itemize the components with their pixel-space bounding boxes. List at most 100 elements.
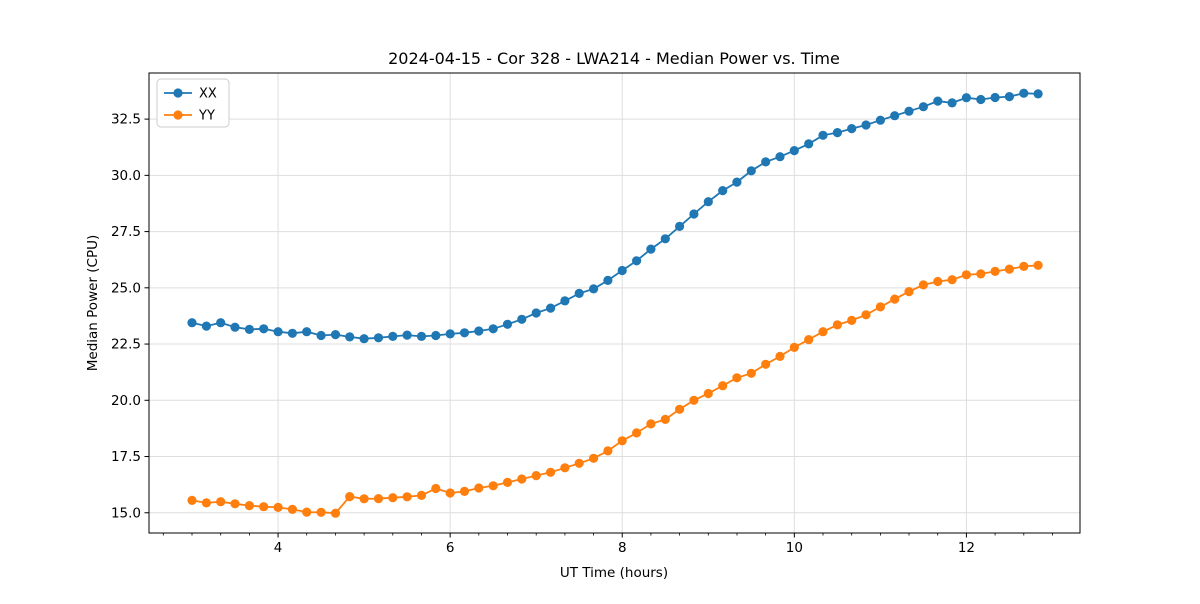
x-tick-label: 4 <box>274 540 283 556</box>
legend-label-XX: XX <box>199 87 217 102</box>
series-XX-marker <box>230 322 240 332</box>
series-YY-marker <box>1004 264 1015 274</box>
legend-frame <box>156 78 230 128</box>
series-XX-marker <box>918 102 929 112</box>
series-YY-marker <box>517 474 527 484</box>
series-XX-marker <box>660 234 670 244</box>
tick-marks-and-labels: 4 6 8 10 12 15.0 17.5 20.0 22.5 25.0 27.5 30.0 32.5 <box>111 112 1053 556</box>
series-XX-marker <box>804 139 814 149</box>
series-XX-marker <box>388 331 398 341</box>
series-YY-marker <box>373 494 384 504</box>
legend-box: XX YY <box>156 78 230 128</box>
series-XX-marker <box>316 330 326 341</box>
series-YY-marker <box>287 504 297 514</box>
series-XX-marker <box>933 96 943 106</box>
series-XX-marker <box>990 92 1000 103</box>
series-XX-marker <box>531 308 541 318</box>
series-XX-marker <box>474 326 484 336</box>
series-YY-marker <box>330 508 341 518</box>
gridlines <box>149 73 1080 533</box>
series-YY-marker <box>689 395 699 405</box>
chart-title: 2024-04-15 - Cor 328 - LWA214 - Median P… <box>388 49 840 68</box>
series-YY-marker <box>416 490 427 500</box>
series-YY-marker <box>502 477 513 487</box>
series-YY-marker <box>990 266 1000 276</box>
series-YY-marker <box>316 507 326 517</box>
series-YY-marker <box>273 502 283 512</box>
series-YY-marker <box>961 270 972 280</box>
y-tick-label: 25.0 <box>111 280 141 296</box>
y-tick-label: 27.5 <box>111 224 141 240</box>
series-YY-marker <box>1019 261 1029 271</box>
series-XX-marker <box>789 146 799 156</box>
series-YY-marker <box>675 404 685 414</box>
x-tick-label: 8 <box>618 540 627 556</box>
series-YY-marker <box>775 351 785 361</box>
series-XX-marker <box>832 128 843 138</box>
series-XX-marker <box>345 332 355 342</box>
series-XX-marker <box>359 334 369 344</box>
series-XX-marker <box>632 256 642 266</box>
data-series <box>187 88 1043 518</box>
series-YY-marker <box>861 310 871 320</box>
series-XX-marker <box>187 318 197 328</box>
series-YY-marker <box>761 359 771 369</box>
series-YY-marker <box>589 453 599 463</box>
series-XX-marker <box>775 152 785 162</box>
series-YY-marker <box>431 483 441 494</box>
series-YY-marker <box>259 502 269 512</box>
series-XX-marker <box>517 314 527 324</box>
series-XX-marker <box>1019 88 1029 98</box>
y-tick-label: 22.5 <box>111 337 141 353</box>
series-YY-line <box>191 264 1039 515</box>
series-YY-marker <box>660 414 670 424</box>
series-YY-marker <box>388 493 398 503</box>
series-YY-marker <box>789 342 799 352</box>
series-XX-marker <box>259 324 269 334</box>
series-XX-marker <box>976 94 986 105</box>
series-YY-marker <box>359 494 369 504</box>
series-YY-marker <box>546 467 556 477</box>
series-YY-marker <box>1033 260 1043 270</box>
series-XX-marker <box>459 328 470 338</box>
series-YY-marker <box>459 486 470 496</box>
y-tick-label: 15.0 <box>111 505 141 521</box>
series-YY-marker <box>345 492 355 502</box>
series-YY-marker <box>302 507 312 517</box>
series-YY-marker <box>244 501 254 511</box>
series-YY-marker <box>617 436 627 446</box>
series-YY-marker <box>402 492 412 502</box>
plot-border <box>148 72 1081 534</box>
series-YY-marker <box>187 495 197 505</box>
y-tick-label: 30.0 <box>111 168 141 184</box>
series-XX-marker <box>603 275 613 285</box>
series-XX-marker <box>761 157 771 167</box>
series-YY-marker <box>560 463 570 473</box>
legend-marker-sample <box>173 110 183 120</box>
series-XX-marker <box>201 321 211 331</box>
series-YY-marker <box>732 373 742 383</box>
series-YY-marker <box>804 335 814 345</box>
x-tick-label: 12 <box>958 540 975 556</box>
series-YY-marker <box>890 294 900 304</box>
series-XX-marker <box>890 111 900 121</box>
x-tick-label: 10 <box>786 540 803 556</box>
series-YY-marker <box>718 381 728 391</box>
series-YY-marker <box>918 280 929 290</box>
series-YY-marker <box>230 499 240 509</box>
series-XX-marker <box>502 319 513 329</box>
series-XX-marker <box>445 329 455 339</box>
series-XX-marker <box>961 93 972 103</box>
legend-marker-sample <box>173 88 183 98</box>
series-XX-marker <box>1004 92 1015 102</box>
series-XX-marker <box>560 296 570 306</box>
series-XX-marker <box>703 197 713 207</box>
y-tick-label: 32.5 <box>111 112 141 128</box>
series-YY-marker <box>947 275 957 285</box>
x-tick-label: 6 <box>446 540 455 556</box>
legend-label-YY: YY <box>198 109 215 124</box>
series-XX-marker <box>847 124 857 134</box>
x-axis-label: UT Time (hours) <box>560 565 668 581</box>
series-YY-marker <box>488 481 498 491</box>
